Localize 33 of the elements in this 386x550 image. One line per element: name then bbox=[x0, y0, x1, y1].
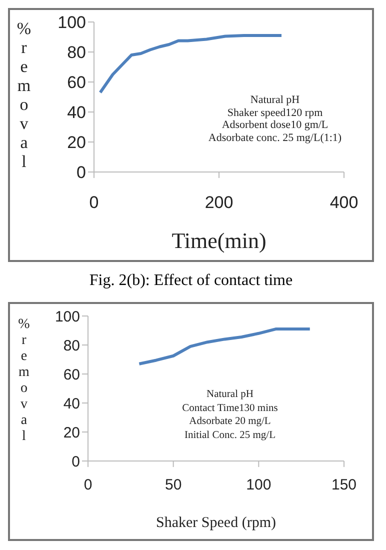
annotation: Adsorbate conc. 25 mg/L(1:1) bbox=[207, 132, 343, 144]
x-tick-label: 0 bbox=[89, 193, 99, 212]
y-tick-label: 60 bbox=[67, 73, 86, 92]
y-axis-title: % removal bbox=[18, 317, 30, 444]
y-tick-label: 80 bbox=[63, 337, 80, 354]
x-tick-label: 400 bbox=[330, 193, 358, 212]
annotation: Adsorbate 20 mg/L bbox=[188, 415, 272, 428]
y-axis-title: % removal bbox=[16, 19, 32, 171]
annotation: Initial Conc. 25 mg/L bbox=[184, 428, 276, 442]
x-tick-label: 100 bbox=[246, 476, 272, 494]
x-tick-label: 200 bbox=[204, 193, 234, 212]
annotation: Natural pH bbox=[206, 388, 254, 402]
annotation: Adsorbent dose10 gm/L bbox=[220, 119, 330, 132]
x-axis-title: Time(min) bbox=[172, 228, 266, 253]
line-series bbox=[98, 34, 283, 94]
y-tick-label: 0 bbox=[72, 453, 80, 470]
y-tick-label: 100 bbox=[54, 308, 80, 326]
y-tick-label: 20 bbox=[63, 424, 80, 442]
x-tick-label: 50 bbox=[164, 476, 182, 494]
y-tick-label: 100 bbox=[58, 13, 86, 32]
y-tick-label: 60 bbox=[63, 366, 80, 384]
y-tick-label: 40 bbox=[63, 395, 80, 412]
y-tick-label: 0 bbox=[76, 163, 86, 182]
annotation: Contact Time130 mins bbox=[181, 402, 279, 415]
y-tick-label: 40 bbox=[67, 103, 86, 122]
y-tick-label: 80 bbox=[67, 43, 86, 62]
x-axis-title: Shaker Speed (rpm) bbox=[156, 515, 276, 531]
caption: Fig. 2(b): Effect of contact time bbox=[88, 272, 294, 290]
y-tick-label: 20 bbox=[67, 133, 86, 152]
line-series bbox=[138, 328, 312, 366]
x-tick-label: 150 bbox=[331, 476, 357, 494]
annotation: Shaker speed120 rpm bbox=[226, 106, 324, 119]
annotation: Natural pH bbox=[249, 94, 301, 106]
